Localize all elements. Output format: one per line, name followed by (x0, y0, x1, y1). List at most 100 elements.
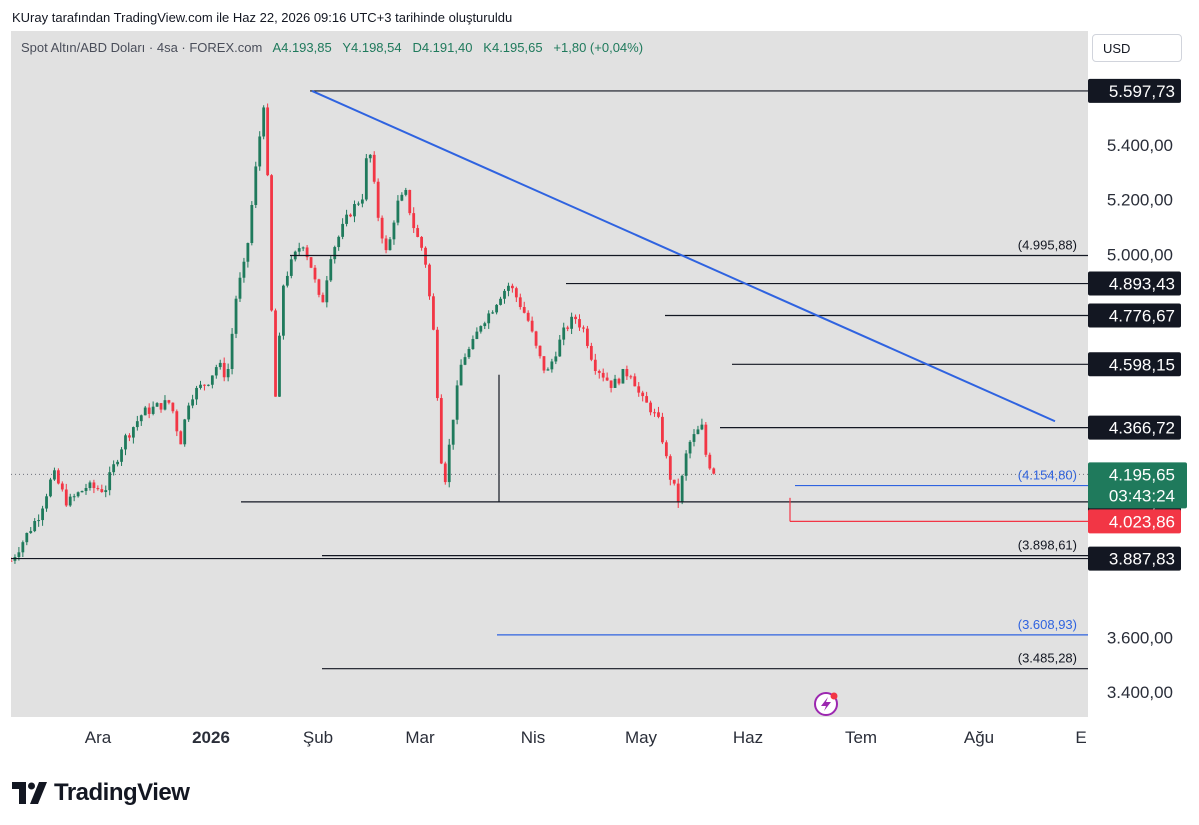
candle (657, 406, 660, 419)
candle (621, 368, 625, 384)
candle (151, 401, 155, 416)
candle (589, 342, 593, 362)
candle (416, 224, 420, 238)
candle (37, 514, 41, 527)
level-line[interactable]: (3.898,61) (322, 538, 1088, 557)
y-tick-label: 3.400,00 (1107, 683, 1173, 702)
candle (301, 246, 305, 252)
candle (289, 255, 293, 279)
candle (64, 483, 68, 507)
candle (400, 192, 404, 202)
candle (566, 325, 570, 332)
candle (222, 357, 226, 382)
candle (546, 367, 550, 371)
candle (424, 246, 427, 268)
candle (420, 236, 423, 251)
alert-icon[interactable] (814, 692, 838, 716)
candle (700, 418, 704, 431)
currency-selector[interactable]: USD (1092, 34, 1182, 62)
candle (518, 293, 522, 310)
price-tag-label: 4.023,86 (1109, 512, 1175, 531)
candle (56, 468, 60, 485)
candle (230, 328, 234, 375)
candle (345, 209, 348, 227)
candle (384, 235, 388, 254)
candle (633, 373, 637, 387)
candle (388, 236, 392, 251)
candle (96, 485, 100, 491)
candle (250, 201, 254, 246)
level-line[interactable]: (3.485,28) (322, 651, 1088, 670)
candle (258, 131, 262, 171)
ohlc-low: D4.191,40 (412, 40, 473, 55)
y-tick-label: 5.000,00 (1107, 245, 1173, 264)
candle (688, 440, 692, 459)
ohlc-open: A4.193,85 (272, 40, 332, 55)
attribution-text: KUray tarafından TradingView.com ile Haz… (12, 10, 513, 25)
chart-pane[interactable] (11, 31, 1088, 717)
candle (439, 394, 443, 465)
price-tag-label: 3.887,83 (1109, 550, 1175, 569)
candle (625, 365, 629, 380)
candle (653, 408, 656, 417)
candle (100, 484, 104, 493)
candle (155, 402, 159, 407)
candle (254, 161, 258, 209)
candle (467, 346, 471, 359)
candle (629, 374, 633, 380)
candle (692, 429, 696, 447)
current-price-label: 4.195,65 (1109, 465, 1175, 484)
candle (668, 454, 672, 486)
candle (349, 213, 352, 218)
ohlc-high: Y4.198,54 (342, 40, 402, 55)
candle (447, 438, 451, 488)
candle (704, 422, 708, 458)
candle (203, 384, 206, 391)
level-line[interactable]: (4.995,88) (290, 238, 1088, 257)
candle (112, 460, 116, 476)
price-tag: 4.023,86 (1088, 509, 1181, 534)
candle (574, 314, 577, 324)
candle (499, 296, 502, 306)
x-tick-label: Mar (405, 728, 435, 747)
candle (661, 412, 664, 445)
candle (676, 478, 680, 508)
candle (21, 540, 25, 558)
candle (487, 310, 491, 329)
price-change: +1,80 (+0,04%) (553, 40, 644, 55)
candle (712, 467, 716, 475)
price-tag: 5.597,73 (1088, 78, 1181, 103)
candle (147, 403, 151, 419)
candle (558, 335, 562, 357)
candle (29, 527, 33, 534)
candle (175, 409, 179, 437)
candle (582, 325, 585, 333)
candle (33, 518, 37, 533)
candle (664, 440, 668, 459)
candle (53, 467, 56, 481)
candle (139, 414, 143, 426)
candle (333, 245, 337, 264)
time-axis[interactable] (11, 717, 1088, 757)
x-tick-label: E (1075, 728, 1086, 747)
candle (285, 271, 289, 288)
x-tick-label: Nis (521, 728, 546, 747)
candle (49, 477, 52, 498)
candle (124, 433, 127, 456)
level-line[interactable]: (4.154,80) (795, 468, 1088, 487)
level-line[interactable]: (3.608,93) (497, 617, 1088, 636)
ohlc-close: K4.195,65 (483, 40, 543, 55)
candle (526, 310, 530, 323)
candle (321, 292, 325, 303)
candle (538, 345, 542, 359)
trend-line[interactable] (311, 90, 1056, 423)
candle (578, 314, 581, 331)
candle (554, 351, 558, 365)
x-tick-label: 2026 (192, 728, 230, 747)
candle (266, 103, 270, 177)
candle (246, 242, 250, 268)
candle (337, 235, 341, 251)
candle (131, 426, 135, 444)
x-tick-label: May (625, 728, 658, 747)
candle (214, 364, 218, 379)
